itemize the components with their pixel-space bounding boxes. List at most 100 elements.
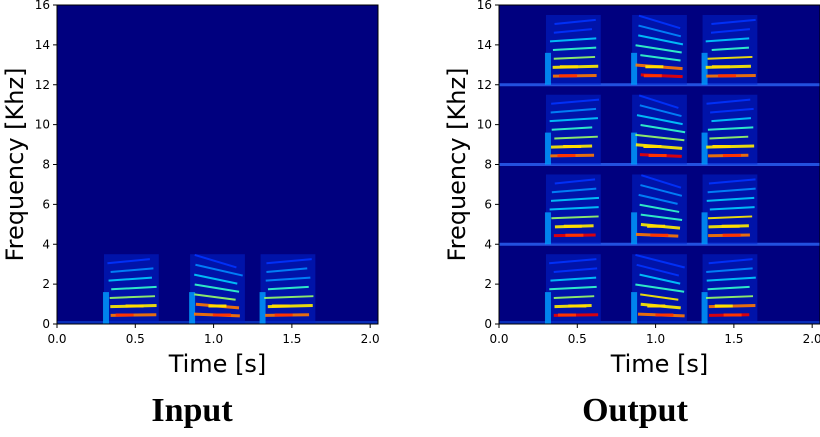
harmonic-line <box>640 293 679 301</box>
harmonic-line <box>711 18 756 26</box>
harmonic-line <box>266 258 312 265</box>
harmonic-line <box>107 258 150 265</box>
y-tick-label: 16 <box>35 0 50 12</box>
y-tick-label: 16 <box>477 0 492 12</box>
harmonic-line <box>554 135 598 140</box>
harmonic-line <box>639 273 681 285</box>
y-tick-label: 12 <box>35 78 50 92</box>
syllable-onset <box>544 212 551 245</box>
harmonic-line <box>707 55 753 60</box>
x-tick-label: 0.5 <box>126 332 145 346</box>
harmonic-line <box>706 295 754 299</box>
output-caption: Output <box>582 392 688 429</box>
syllable-onset <box>631 212 638 245</box>
y-tick-label: 2 <box>42 277 50 291</box>
harmonic-line <box>705 37 750 43</box>
harmonic-line <box>267 285 309 291</box>
harmonic-line <box>551 126 593 131</box>
syllable-onset <box>102 292 109 324</box>
y-tick-label: 10 <box>477 118 492 132</box>
harmonic-line <box>550 196 600 202</box>
y-tick-label: 14 <box>35 38 50 52</box>
y-tick-label: 10 <box>35 118 50 132</box>
harmonic-line <box>639 203 680 213</box>
y-tick-label: 8 <box>484 158 492 172</box>
syllable-onset <box>631 52 638 85</box>
harmonic-line <box>264 295 314 299</box>
harmonic-line <box>108 276 153 282</box>
harmonic-line <box>707 187 756 194</box>
y-tick-label: 6 <box>42 197 50 211</box>
harmonic-line <box>641 174 682 189</box>
syllable-onset <box>544 132 551 165</box>
harmonic-line <box>109 295 156 299</box>
y-axis-label: Frequency [Khz] <box>443 68 471 262</box>
harmonic-line <box>706 276 756 282</box>
x-tick-label: 2.0 <box>361 332 380 346</box>
x-tick-label: 1.0 <box>204 332 223 346</box>
harmonic-line <box>635 133 685 142</box>
harmonic-line <box>194 253 237 269</box>
harmonic-line <box>554 178 596 185</box>
y-tick-label: 12 <box>477 78 492 92</box>
harmonic-line <box>706 98 751 105</box>
input-caption: Input <box>151 392 233 429</box>
harmonic-line <box>110 267 154 273</box>
harmonic-line <box>195 263 243 277</box>
harmonic-line <box>552 46 597 52</box>
syllable-onset <box>701 212 708 245</box>
harmonic-line <box>708 258 753 265</box>
harmonic-line <box>265 276 311 282</box>
syllable-onset <box>544 292 551 324</box>
harmonic-line <box>638 14 681 30</box>
harmonic-line <box>635 283 685 293</box>
x-tick-label: 2.0 <box>803 332 820 346</box>
harmonic-line <box>638 24 682 38</box>
harmonic-line <box>194 293 236 301</box>
harmonic-line <box>707 126 754 131</box>
harmonic-line <box>708 178 756 185</box>
harmonic-line <box>638 34 684 46</box>
syllable-onset <box>259 292 266 324</box>
x-tick-label: 0.0 <box>47 332 66 346</box>
harmonic-line <box>193 273 238 285</box>
spectrogram-panel-input: 0.0 0.5 1.0 1.5 2.0 0 2 4 6 8 10 12 14 16 Time [s] Freq… <box>1 0 380 378</box>
syllable-onset <box>631 132 638 165</box>
harmonic-line <box>553 55 596 60</box>
harmonic-line <box>709 135 749 140</box>
y-tick-label: 14 <box>477 38 492 52</box>
spectrogram-panel-output: 0.0 0.5 1.0 1.5 2.0 0 2 4 6 8 10 12 14 16 Time [s] Freq… <box>443 0 820 378</box>
harmonic-line <box>553 28 593 34</box>
harmonic-line <box>640 54 681 62</box>
harmonic-line <box>549 117 598 123</box>
harmonic-line <box>710 107 754 114</box>
x-tick-label: 0.5 <box>568 332 587 346</box>
syllable-onset <box>701 52 708 85</box>
y-tick-label: 0 <box>484 317 492 331</box>
harmonic-line <box>711 117 752 123</box>
harmonic-line <box>709 206 755 211</box>
x-tick-label: 1.5 <box>724 332 743 346</box>
x-axis-label: Time [s] <box>168 350 267 378</box>
y-tick-label: 0 <box>42 317 50 331</box>
x-tick-label: 0.0 <box>489 332 508 346</box>
y-tick-label: 4 <box>484 237 492 251</box>
harmonic-line <box>636 114 683 126</box>
y-tick-label: 4 <box>42 237 50 251</box>
y-tick-label: 8 <box>42 158 50 172</box>
harmonic-line <box>711 46 750 52</box>
spectrogram-content <box>57 253 378 324</box>
syllable-onset <box>701 292 708 324</box>
syllable-onset <box>189 292 196 324</box>
harmonic-line <box>551 98 600 105</box>
harmonic-line <box>553 267 598 273</box>
harmonic-line <box>553 295 595 299</box>
harmonic-line <box>707 215 753 220</box>
harmonic-line <box>551 187 597 194</box>
harmonic-line <box>194 283 240 293</box>
harmonic-line <box>707 285 750 291</box>
harmonic-line <box>636 263 680 277</box>
spectrogram-content <box>499 14 820 324</box>
harmonic-line <box>549 206 599 211</box>
harmonic-line <box>638 193 678 205</box>
